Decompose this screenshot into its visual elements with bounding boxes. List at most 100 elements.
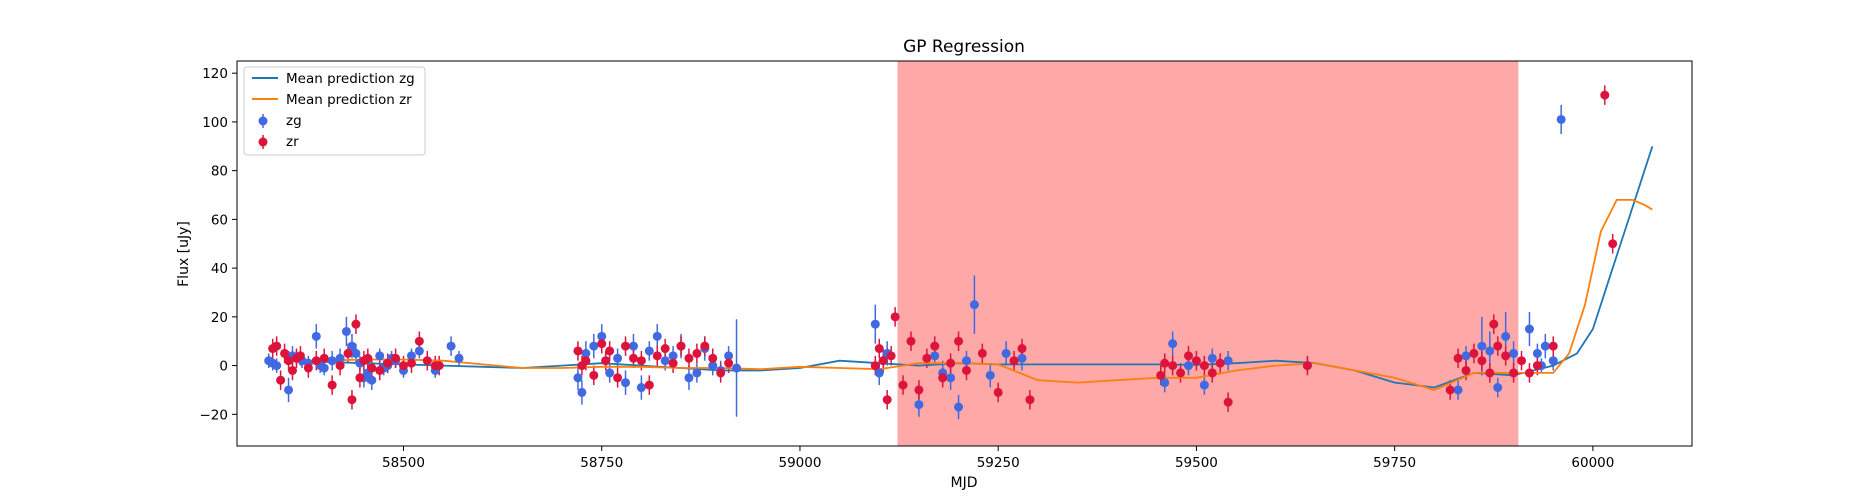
data-point-zr (1224, 398, 1233, 407)
data-point-zr (700, 342, 709, 351)
data-point-zg (732, 364, 741, 373)
y-tick-label: 40 (211, 261, 228, 277)
legend: Mean prediction zg Mean prediction zr zg… (244, 67, 425, 155)
x-axis-ticks: 58500 58750 59000 59250 59500 59750 60000 (382, 446, 1614, 471)
y-axis-ticks: −20 0 20 40 60 80 100 120 (200, 66, 238, 423)
data-point-zr (677, 342, 686, 351)
data-point-zr (653, 351, 662, 360)
data-point-zr (1446, 385, 1455, 394)
data-point-zr (724, 359, 733, 368)
data-point-zr (938, 373, 947, 382)
data-point-zr (629, 354, 638, 363)
data-point-zr (276, 376, 285, 385)
data-point-zr (962, 366, 971, 375)
data-point-zr (1600, 91, 1609, 100)
y-tick-label: 20 (211, 310, 228, 326)
data-point-zg (577, 388, 586, 397)
data-point-zr (363, 354, 372, 363)
data-point-zr (1493, 342, 1502, 351)
x-tick-label: 60000 (1571, 455, 1614, 471)
legend-marker-zr (259, 138, 268, 147)
data-point-zr (351, 320, 360, 329)
highlight-region-layer (897, 61, 1518, 446)
y-tick-label: 120 (202, 66, 228, 82)
data-point-zr (336, 361, 345, 370)
data-point-zg (312, 332, 321, 341)
data-point-zg (661, 356, 670, 365)
data-point-zr (684, 354, 693, 363)
data-point-zg (970, 300, 979, 309)
data-point-zr (347, 395, 356, 404)
data-point-zr (875, 344, 884, 353)
data-point-zr (415, 337, 424, 346)
data-point-zg (1485, 346, 1494, 355)
data-point-zr (391, 354, 400, 363)
data-point-zg (684, 373, 693, 382)
data-point-zg (375, 351, 384, 360)
data-point-zr (1525, 368, 1534, 377)
y-axis-label: Flux [uJy] (176, 221, 192, 287)
data-point-zg (328, 356, 337, 365)
data-point-zr (1160, 359, 1169, 368)
data-point-zg (954, 403, 963, 412)
data-point-zg (415, 346, 424, 355)
data-point-zg (1002, 349, 1011, 358)
data-point-zr (1168, 361, 1177, 370)
data-point-zg (1557, 115, 1566, 124)
data-point-zr (891, 312, 900, 321)
data-point-zr (1017, 344, 1026, 353)
data-point-zg (573, 373, 582, 382)
data-point-zr (1025, 395, 1034, 404)
data-point-zr (328, 381, 337, 390)
y-tick-label: 80 (211, 164, 228, 180)
data-point-zg (1525, 325, 1534, 334)
data-point-zr (399, 361, 408, 370)
data-point-zg (1224, 356, 1233, 365)
data-point-zg (637, 383, 646, 392)
legend-marker-zg (259, 117, 268, 126)
data-point-zr (1509, 368, 1518, 377)
chart-title: GP Regression (903, 37, 1025, 57)
data-point-zr (906, 337, 915, 346)
data-point-zr (1469, 349, 1478, 358)
data-point-zr (978, 349, 987, 358)
data-point-zg (284, 385, 293, 394)
data-point-zg (1477, 342, 1486, 351)
data-point-zr (383, 359, 392, 368)
data-point-zg (367, 376, 376, 385)
data-point-zr (1184, 351, 1193, 360)
legend-label-zg: zg (286, 113, 302, 129)
highlight-region (897, 61, 1518, 446)
data-point-zr (883, 395, 892, 404)
data-point-zr (407, 359, 416, 368)
data-point-zr (589, 371, 598, 380)
data-point-zr (1462, 366, 1471, 375)
data-point-zg (1493, 383, 1502, 392)
data-point-zr (272, 342, 281, 351)
data-point-zg (589, 342, 598, 351)
y-tick-label: −20 (200, 407, 229, 423)
legend-label-zr: zr (286, 134, 299, 150)
data-point-zr (1192, 356, 1201, 365)
data-point-zg (1541, 342, 1550, 351)
x-tick-label: 59750 (1373, 455, 1416, 471)
data-point-zr (708, 354, 717, 363)
data-point-zr (423, 356, 432, 365)
data-point-zr (288, 366, 297, 375)
x-tick-label: 59250 (977, 455, 1020, 471)
data-point-zr (1156, 371, 1165, 380)
data-point-zr (946, 359, 955, 368)
data-point-zr (621, 342, 630, 351)
data-point-zg (621, 378, 630, 387)
data-point-zg (629, 342, 638, 351)
x-tick-label: 58500 (382, 455, 425, 471)
data-point-zg (447, 342, 456, 351)
data-point-zr (1533, 361, 1542, 370)
data-point-zr (1489, 320, 1498, 329)
data-point-zr (296, 351, 305, 360)
data-point-zr (304, 364, 313, 373)
data-point-zr (605, 346, 614, 355)
data-point-zg (653, 332, 662, 341)
data-point-zr (1010, 356, 1019, 365)
data-point-zr (1485, 368, 1494, 377)
